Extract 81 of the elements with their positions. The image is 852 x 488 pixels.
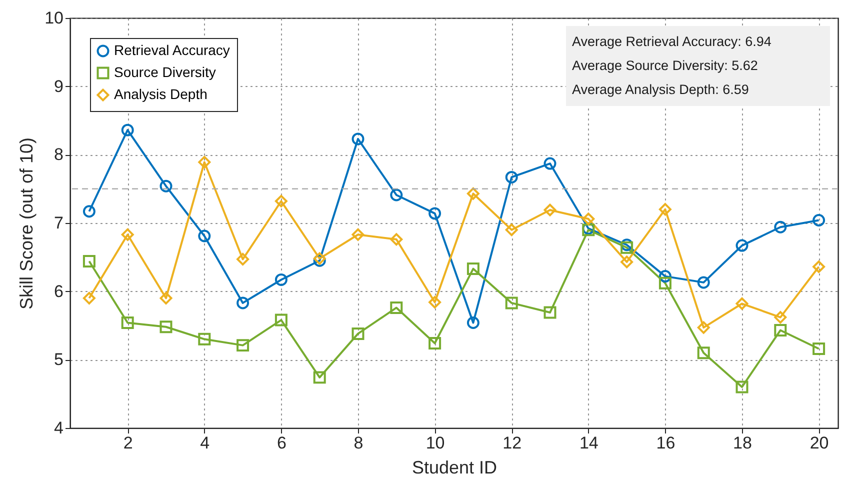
point: [620, 238, 634, 252]
legend-label: Source Diversity: [114, 64, 216, 80]
point: [274, 273, 288, 286]
point: [544, 204, 556, 216]
point: [82, 292, 96, 304]
x-tick-label: 16: [656, 434, 676, 452]
point: [82, 255, 96, 268]
point: [697, 276, 710, 289]
point: [198, 332, 211, 346]
point: [812, 260, 826, 273]
annotation: Average Retrieval Accuracy: 6.94: [572, 34, 772, 49]
point: [198, 230, 211, 242]
x-tick-label: 6: [276, 434, 286, 452]
point: [390, 188, 403, 202]
y-tick-label: 8: [54, 145, 64, 164]
point: [198, 156, 211, 168]
x-axis-title: Student ID: [412, 458, 498, 478]
point: [620, 241, 634, 254]
point: [774, 220, 787, 234]
point: [352, 228, 364, 241]
point: [812, 214, 826, 226]
point: [313, 371, 326, 384]
point: [774, 311, 787, 324]
point: [582, 212, 595, 226]
annotation: Average Analysis Depth: 6.59: [572, 82, 749, 97]
point: [274, 194, 288, 208]
annotation: Average Source Diversity: 5.62: [572, 58, 758, 73]
point: [544, 306, 556, 319]
x-tick-label: 20: [810, 434, 829, 452]
point: [736, 239, 748, 252]
point: [697, 346, 710, 360]
x-tick-label: 4: [200, 434, 210, 452]
point: [466, 262, 480, 276]
point: [160, 320, 172, 334]
point: [274, 314, 288, 326]
point: [697, 321, 710, 334]
point: [774, 324, 787, 337]
point: [390, 301, 403, 314]
point: [812, 342, 826, 355]
y-tick-label: 5: [54, 350, 64, 370]
point: [160, 180, 172, 192]
y-tick-label: 6: [54, 282, 64, 301]
legend-label: Retrieval Accuracy: [114, 42, 230, 58]
point: [428, 207, 442, 220]
point: [352, 132, 364, 146]
point: [658, 270, 672, 283]
y-tick-label: 10: [44, 8, 64, 28]
point: [466, 316, 480, 329]
point: [236, 252, 250, 266]
point: [505, 170, 518, 184]
point: [428, 296, 442, 309]
legend-label: Analysis Depth: [114, 86, 208, 102]
point: [658, 276, 672, 290]
point: [82, 205, 96, 218]
y-tick-label: 9: [54, 76, 64, 96]
point: [736, 380, 748, 394]
y-tick-label: 4: [54, 418, 64, 438]
x-tick-label: 10: [426, 434, 445, 452]
point: [160, 292, 172, 304]
point: [352, 327, 364, 340]
point: [121, 316, 134, 330]
x-tick-label: 2: [123, 434, 133, 452]
point: [236, 339, 250, 352]
x-tick-label: 8: [354, 434, 364, 452]
point: [505, 224, 518, 236]
point: [390, 233, 403, 246]
point: [236, 296, 250, 310]
point: [620, 256, 634, 268]
y-tick-label: 7: [54, 214, 64, 232]
point: [121, 228, 134, 241]
point: [121, 124, 134, 136]
y-axis-title: Skill Score (out of 10): [16, 137, 37, 310]
x-tick-label: 12: [502, 434, 522, 452]
point: [505, 296, 518, 310]
x-tick-label: 18: [733, 434, 752, 452]
point: [428, 337, 442, 350]
point: [544, 157, 556, 170]
point: [466, 187, 480, 200]
x-tick-label: 14: [579, 434, 598, 452]
point: [736, 297, 748, 310]
point: [658, 203, 672, 216]
